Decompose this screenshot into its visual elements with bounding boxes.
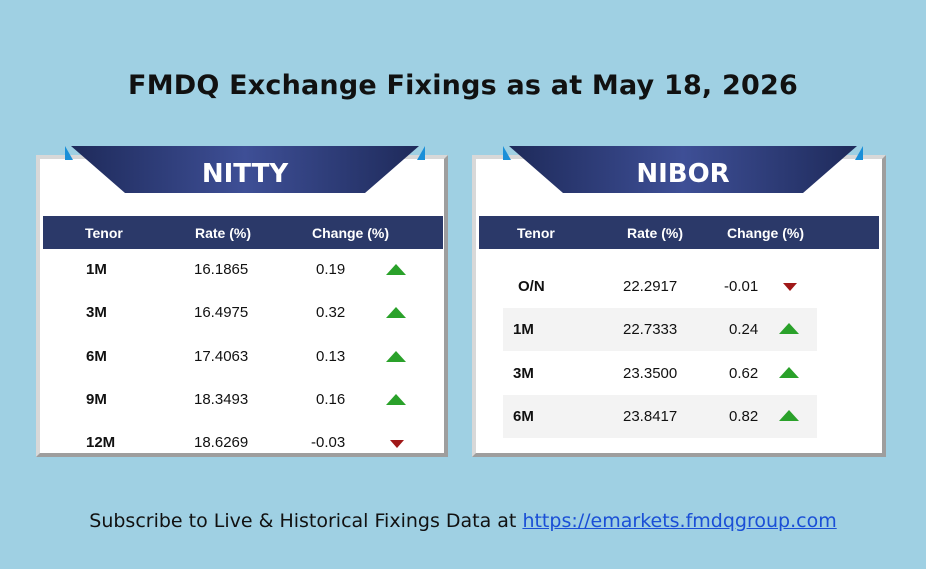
table-row: O/N 22.2917 -0.01 [503, 265, 817, 308]
change-cell: 0.16 [316, 390, 346, 408]
footer: Subscribe to Live & Historical Fixings D… [0, 510, 926, 532]
tenor-cell: 1M [86, 261, 107, 278]
change-cell: 0.24 [729, 321, 759, 339]
emarkets-link[interactable]: https://emarkets.fmdqgroup.com [522, 510, 837, 532]
nitty-card: NITTY Tenor Rate (%) Change (%) 1M 16.186… [36, 146, 448, 457]
table-row: 1M 22.7333 0.24 [503, 308, 817, 352]
change-cell: 0.13 [316, 347, 346, 365]
table-row: 3M 23.3500 0.62 [503, 352, 817, 395]
page-title: FMDQ Exchange Fixings as at May 18, 2026 [128, 70, 798, 101]
change-cell: 0.62 [729, 364, 759, 382]
table-row: 12M 18.6269 -0.03 [40, 428, 444, 471]
table-row: 3M 16.4975 0.32 [40, 298, 444, 341]
change-cell: -0.03 [311, 434, 346, 452]
up-arrow-icon [779, 366, 799, 378]
up-arrow-icon [386, 393, 406, 405]
change-cell: 0.32 [316, 304, 346, 322]
nitty-label: NITTY [201, 159, 289, 189]
tenor-cell: O/N [518, 278, 545, 295]
nibor-label: NIBOR [636, 159, 730, 189]
up-arrow-icon [779, 323, 799, 335]
footer-text: Subscribe to Live & Historical Fixings D… [89, 510, 523, 532]
table-row: 1M 16.1865 0.19 [40, 255, 444, 298]
banner-ribbon-shape [503, 146, 863, 193]
rate-cell: 16.4975 [194, 304, 249, 322]
change-cell: 0.19 [316, 261, 346, 278]
tenor-header: Tenor [517, 225, 555, 241]
tenor-header: Tenor [85, 225, 123, 241]
change-header: Change (%) [727, 225, 804, 241]
up-arrow-icon [386, 264, 406, 275]
table-row: 6M 17.4063 0.13 [40, 342, 444, 385]
rate-header: Rate (%) [195, 225, 252, 241]
nitty-table-header: Tenor Rate (%) Change (%) [43, 216, 443, 249]
down-arrow-icon [390, 440, 404, 449]
rate-cell: 22.7333 [623, 321, 678, 339]
up-arrow-icon [386, 307, 406, 319]
rate-cell: 17.4063 [194, 347, 249, 365]
rate-cell: 23.8417 [623, 407, 678, 425]
rate-cell: 16.1865 [194, 261, 249, 278]
table-row: 6M 23.8417 0.82 [503, 394, 817, 438]
banner-ribbon-shape [65, 146, 425, 193]
rate-cell: 18.3493 [194, 390, 249, 408]
tenor-cell: 3M [513, 364, 534, 382]
change-cell: 0.82 [729, 407, 759, 425]
up-arrow-icon [779, 409, 799, 421]
nibor-table-header: Tenor Rate (%) Change (%) [479, 216, 879, 249]
rate-cell: 23.3500 [623, 364, 678, 382]
rate-cell: 18.6269 [194, 434, 249, 452]
nibor-banner: NIBOR [503, 146, 863, 206]
tenor-cell: 3M [86, 304, 107, 322]
nibor-card: NIBOR Tenor Rate (%) Change (%) O/N 22.29… [472, 146, 886, 457]
up-arrow-icon [386, 350, 406, 362]
tenor-cell: 12M [86, 434, 116, 452]
tenor-cell: 6M [513, 407, 534, 425]
tenor-cell: 1M [513, 321, 534, 339]
tenor-cell: 9M [86, 390, 107, 408]
rate-header: Rate (%) [627, 225, 684, 241]
table-row: 9M 18.3493 0.16 [40, 385, 444, 428]
change-header: Change (%) [312, 225, 389, 241]
nitty-banner: NITTY [65, 146, 425, 206]
down-arrow-icon [783, 283, 797, 291]
tenor-cell: 6M [86, 347, 107, 365]
rate-cell: 22.2917 [623, 278, 678, 295]
change-cell: -0.01 [724, 278, 759, 295]
